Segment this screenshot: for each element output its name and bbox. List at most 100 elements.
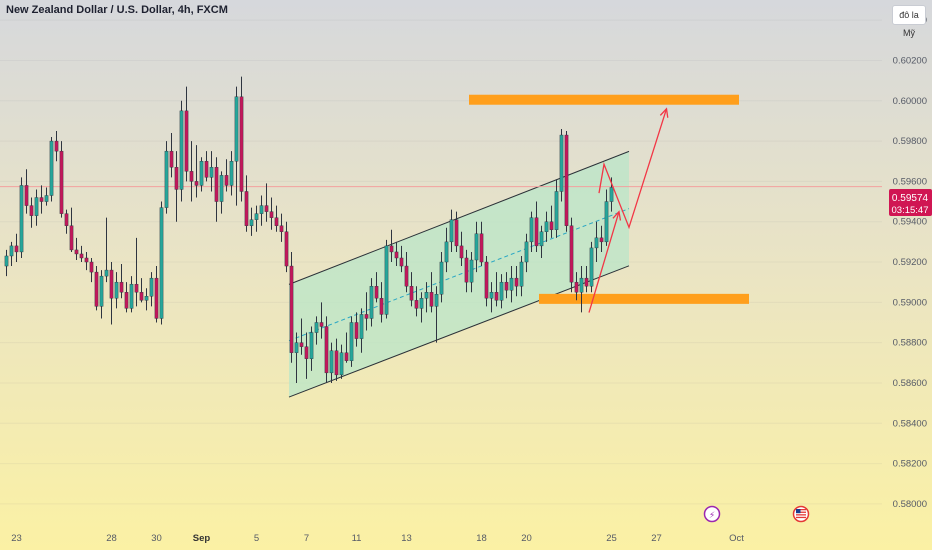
- candle-body: [369, 286, 374, 319]
- candle: [394, 241, 399, 267]
- candle: [289, 251, 294, 363]
- projection-drawing[interactable]: [588, 107, 669, 313]
- event-markers[interactable]: ⚡: [703, 505, 810, 523]
- time-tick-label: 18: [476, 533, 487, 544]
- time-tick-label: 25: [606, 533, 617, 544]
- channel-upper-line: [288, 150, 630, 285]
- price-tick-label: 0.60000: [893, 96, 927, 107]
- candle: [484, 255, 489, 307]
- price-axis[interactable]: 0.604000.602000.600000.598000.596000.594…: [893, 15, 927, 510]
- candlestick-series: [4, 76, 614, 383]
- candle-body: [224, 175, 229, 186]
- candle: [464, 249, 469, 293]
- us-flag-event-icon[interactable]: [792, 505, 810, 523]
- candle-body: [34, 197, 39, 216]
- candle-body: [264, 205, 269, 212]
- candle-body: [459, 245, 464, 259]
- candle: [459, 231, 464, 267]
- candle-body: [44, 195, 49, 202]
- candle-body: [314, 322, 319, 333]
- candle: [209, 151, 214, 192]
- candle: [164, 141, 169, 214]
- candle-body: [469, 259, 474, 283]
- candle: [74, 237, 79, 260]
- candle: [529, 211, 534, 252]
- price-label-price: 0.59574: [892, 193, 929, 204]
- candle-body: [334, 350, 339, 376]
- candle: [119, 264, 124, 299]
- candle: [579, 266, 584, 313]
- candle-body: [39, 197, 44, 202]
- candle: [84, 251, 89, 271]
- candle-body: [494, 292, 499, 301]
- lightning-event-icon[interactable]: ⚡: [703, 505, 721, 523]
- time-tick-label: Sep: [193, 533, 211, 544]
- candle: [94, 266, 99, 311]
- candle: [279, 213, 284, 242]
- candle: [174, 151, 179, 222]
- candle-body: [389, 245, 394, 253]
- candle-body: [104, 269, 109, 277]
- candle-body: [279, 225, 284, 232]
- candle-body: [394, 251, 399, 259]
- candle: [454, 211, 459, 252]
- candle-body: [14, 245, 19, 253]
- candle: [234, 86, 239, 206]
- candle: [259, 195, 264, 226]
- candle: [104, 217, 109, 283]
- candle-body: [539, 231, 544, 247]
- candle: [249, 207, 254, 236]
- price-label: 0.59574 03:15:47: [889, 189, 932, 216]
- candle: [359, 308, 364, 353]
- price-tick-label: 0.59600: [893, 176, 927, 187]
- candle: [64, 209, 69, 234]
- candle: [599, 225, 604, 252]
- time-tick-label: Oct: [729, 533, 744, 544]
- support-resistance-zones[interactable]: [469, 94, 749, 304]
- candle-body: [359, 314, 364, 339]
- candle-body: [379, 298, 384, 315]
- flag-stripe: [796, 511, 806, 513]
- candle: [559, 128, 564, 202]
- candle: [24, 169, 29, 214]
- candle-body: [574, 281, 579, 293]
- flag-stripe: [796, 516, 806, 519]
- support-zone: [539, 293, 749, 304]
- projection-arrowhead: [659, 107, 669, 118]
- candle-body: [124, 292, 129, 309]
- candle-body: [54, 140, 59, 152]
- candle-body: [129, 283, 134, 309]
- time-tick-label: 28: [106, 533, 117, 544]
- grid: [0, 19, 882, 505]
- candle-body: [544, 221, 549, 232]
- candle-body: [139, 292, 144, 301]
- candle: [14, 233, 19, 263]
- time-axis[interactable]: 23 28 30 Sep 5 7 11 13 18 20 25 27 Oct: [11, 533, 744, 544]
- candle-body: [589, 247, 594, 287]
- candle-body: [404, 265, 409, 287]
- candle: [184, 86, 189, 182]
- candle-body: [9, 245, 14, 257]
- candle: [509, 266, 514, 303]
- candle-body: [234, 96, 239, 162]
- candle-body: [179, 110, 184, 190]
- currency-button[interactable]: đô la Mỹ: [892, 5, 926, 38]
- time-tick-label: 30: [151, 533, 162, 544]
- candle: [239, 76, 244, 202]
- candle-body: [569, 225, 574, 283]
- candle: [439, 251, 444, 303]
- price-tick-label: 0.60200: [893, 55, 927, 66]
- candle-body: [399, 257, 404, 267]
- candle: [204, 151, 209, 182]
- candle: [169, 133, 174, 178]
- candle: [129, 276, 134, 313]
- candle-body: [524, 241, 529, 263]
- candle-body: [299, 342, 304, 347]
- time-tick-label: 20: [521, 533, 532, 544]
- candle-body: [514, 277, 519, 287]
- candle-body: [249, 219, 254, 226]
- candle-body: [354, 322, 359, 339]
- candle: [219, 171, 224, 214]
